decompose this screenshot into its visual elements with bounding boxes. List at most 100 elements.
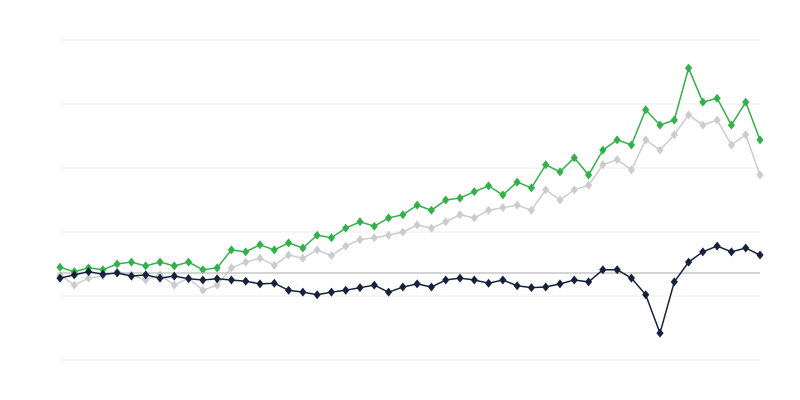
data-point bbox=[584, 277, 593, 287]
data-point bbox=[470, 275, 478, 285]
data-point bbox=[584, 180, 593, 190]
series-2 bbox=[56, 241, 764, 338]
series-group bbox=[56, 63, 764, 338]
data-point bbox=[170, 261, 178, 271]
data-point bbox=[456, 193, 464, 203]
data-point bbox=[199, 265, 207, 275]
data-point bbox=[284, 285, 293, 295]
series-line bbox=[59, 245, 761, 336]
data-point bbox=[642, 290, 650, 300]
data-point bbox=[413, 220, 421, 230]
data-point bbox=[499, 203, 507, 213]
data-point bbox=[656, 328, 664, 338]
data-point bbox=[627, 165, 636, 175]
data-point bbox=[442, 275, 450, 285]
data-point bbox=[684, 110, 693, 120]
data-point bbox=[270, 278, 278, 288]
data-point bbox=[656, 145, 664, 155]
data-point bbox=[356, 217, 364, 227]
data-point bbox=[170, 280, 178, 290]
data-point bbox=[427, 282, 436, 292]
data-point bbox=[556, 167, 564, 177]
data-point bbox=[470, 187, 478, 197]
data-point bbox=[170, 271, 178, 281]
data-point bbox=[327, 233, 336, 243]
data-point bbox=[527, 283, 536, 293]
data-point bbox=[542, 185, 550, 195]
data-point bbox=[370, 221, 378, 231]
data-point bbox=[699, 97, 707, 107]
data-point bbox=[284, 250, 293, 260]
data-point bbox=[270, 245, 278, 255]
data-point bbox=[456, 273, 464, 283]
data-point bbox=[284, 238, 293, 248]
data-point bbox=[527, 205, 536, 215]
data-point bbox=[542, 282, 550, 292]
data-point bbox=[756, 135, 764, 145]
data-point bbox=[342, 285, 350, 295]
data-point bbox=[213, 274, 221, 284]
data-point bbox=[384, 213, 393, 223]
data-point bbox=[127, 271, 136, 281]
data-point bbox=[470, 213, 478, 223]
data-point bbox=[713, 115, 721, 125]
data-point bbox=[70, 270, 78, 280]
data-point bbox=[742, 130, 750, 140]
data-point bbox=[213, 263, 221, 273]
data-point bbox=[742, 243, 750, 253]
data-point bbox=[256, 253, 264, 263]
data-point bbox=[56, 273, 64, 283]
data-point bbox=[70, 280, 78, 290]
data-point bbox=[384, 287, 393, 297]
data-point bbox=[499, 190, 507, 200]
data-point bbox=[84, 267, 93, 277]
data-point bbox=[399, 227, 407, 237]
series-line bbox=[59, 65, 761, 273]
data-point bbox=[456, 210, 464, 220]
series-0 bbox=[56, 63, 764, 277]
data-point bbox=[270, 260, 278, 270]
data-point bbox=[242, 247, 250, 257]
data-point bbox=[584, 170, 593, 180]
data-point bbox=[227, 263, 236, 273]
data-point bbox=[713, 93, 721, 103]
data-point bbox=[670, 130, 678, 140]
data-point bbox=[670, 277, 678, 287]
data-point bbox=[427, 205, 436, 215]
data-point bbox=[227, 245, 236, 255]
data-point bbox=[142, 261, 150, 271]
data-point bbox=[342, 223, 350, 233]
data-point bbox=[599, 160, 607, 170]
data-point bbox=[384, 230, 393, 240]
data-point bbox=[442, 195, 450, 205]
data-point bbox=[613, 155, 621, 165]
data-point bbox=[313, 290, 321, 300]
data-point bbox=[599, 265, 607, 275]
data-point bbox=[627, 273, 636, 283]
data-point bbox=[684, 63, 693, 73]
data-point bbox=[670, 115, 678, 125]
data-point bbox=[142, 270, 150, 280]
data-point bbox=[370, 233, 378, 243]
data-point bbox=[84, 273, 93, 283]
data-point bbox=[513, 200, 521, 210]
data-point bbox=[613, 135, 621, 145]
data-point bbox=[327, 287, 336, 297]
data-point bbox=[513, 281, 521, 291]
data-point bbox=[427, 223, 436, 233]
data-point bbox=[142, 275, 150, 285]
data-point bbox=[727, 120, 736, 130]
data-point bbox=[413, 279, 421, 289]
data-point bbox=[356, 283, 364, 293]
data-point bbox=[156, 257, 164, 267]
data-point bbox=[642, 135, 650, 145]
data-point bbox=[556, 279, 564, 289]
data-point bbox=[313, 230, 321, 240]
data-point bbox=[356, 235, 364, 245]
data-point bbox=[370, 280, 378, 290]
data-point bbox=[699, 247, 707, 257]
data-point bbox=[256, 240, 264, 250]
series-1 bbox=[56, 110, 764, 295]
data-point bbox=[256, 279, 264, 289]
